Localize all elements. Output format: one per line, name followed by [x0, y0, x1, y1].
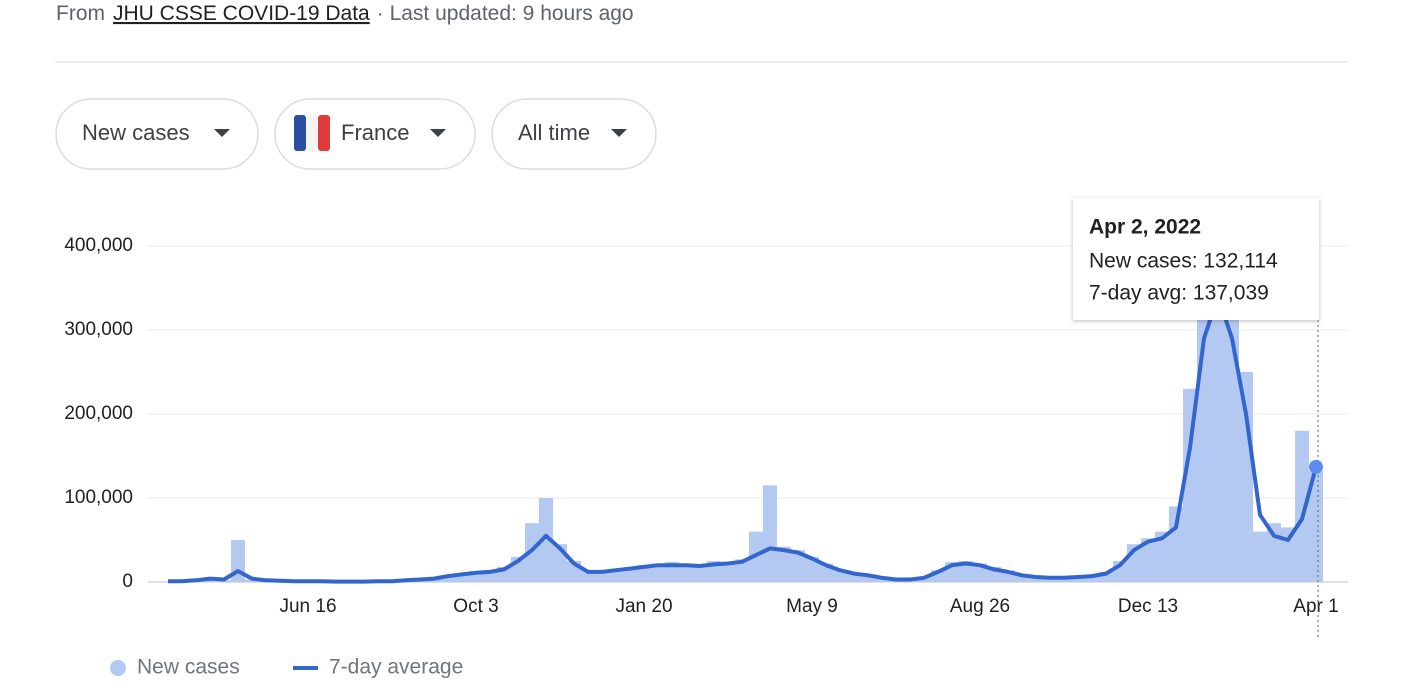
bar [763, 485, 777, 582]
bar [861, 574, 875, 582]
button-bg[interactable] [55, 98, 259, 170]
bar [581, 570, 595, 582]
y-tick-label: 300,000 [64, 319, 133, 340]
legend-label: 7-day average [329, 656, 463, 679]
bar [455, 573, 469, 582]
flag-blue [294, 115, 306, 151]
bar [1141, 538, 1155, 582]
bar [651, 563, 665, 582]
x-tick-label: Jun 16 [279, 596, 336, 617]
x-tick-label: Aug 26 [950, 596, 1010, 617]
x-tick-label: Oct 3 [453, 596, 498, 617]
bar [847, 572, 861, 582]
bar [1001, 570, 1015, 582]
legend-swatch [110, 660, 126, 676]
bar [595, 571, 609, 582]
y-tick-label: 100,000 [64, 487, 133, 508]
bar [1295, 430, 1309, 582]
bar [1253, 531, 1267, 582]
source-line: From JHU CSSE COVID-19 Data · Last updated… [56, 2, 634, 25]
x-tick-label: Dec 13 [1118, 596, 1178, 617]
tooltip-line: 7-day avg: 137,039 [1089, 282, 1269, 305]
bar [539, 498, 553, 582]
x-tick-label: Apr 1 [1293, 596, 1338, 617]
bar [1211, 279, 1225, 582]
bar [693, 565, 707, 582]
bar [1225, 313, 1239, 582]
flag-red [318, 115, 330, 151]
bar [679, 564, 693, 582]
hover-dot [1309, 459, 1323, 474]
button-label[interactable]: France [341, 120, 409, 145]
bar [637, 565, 651, 582]
bar [469, 571, 483, 582]
x-tick-label: May 9 [786, 596, 838, 617]
tooltip: Apr 2, 2022 New cases: 132,114 7-day avg… [1073, 198, 1319, 320]
caret [214, 129, 230, 137]
bar [483, 570, 497, 582]
y-tick-label: 0 [122, 571, 133, 592]
bar [1281, 527, 1295, 582]
tooltip-line: New cases: 132,114 [1089, 250, 1278, 273]
tooltip-title: Apr 2, 2022 [1089, 216, 1201, 239]
button-bg[interactable] [491, 98, 657, 170]
y-tick-label: 200,000 [64, 403, 133, 424]
bar [805, 556, 819, 582]
bar [1015, 574, 1029, 582]
country-dropdown[interactable]: France [274, 98, 476, 170]
bar [791, 550, 805, 582]
caret [430, 129, 446, 137]
bar [1029, 576, 1043, 582]
legend-label: New cases [137, 656, 240, 679]
bar [623, 567, 637, 582]
bar [959, 561, 973, 582]
y-tick-label: 400,000 [64, 235, 133, 256]
metric-dropdown[interactable]: New cases [55, 98, 259, 170]
bar [441, 575, 455, 582]
prefix: From [56, 2, 105, 25]
avg-line [168, 294, 1318, 584]
bar [721, 562, 735, 582]
bar [1085, 575, 1099, 582]
bar [1071, 576, 1085, 582]
bar [735, 559, 749, 582]
bar [245, 579, 259, 582]
caret [611, 129, 627, 137]
button-label[interactable]: New cases [82, 120, 190, 145]
flag-white [306, 115, 318, 151]
bar [1239, 372, 1253, 582]
bar [1099, 571, 1113, 582]
updated: · Last updated: 9 hours ago [377, 2, 634, 25]
tooltip-bg [1073, 198, 1319, 320]
bar [931, 570, 945, 582]
bar [1183, 388, 1197, 582]
bar [1169, 506, 1183, 582]
range-dropdown[interactable]: All time [491, 98, 657, 170]
button-label[interactable]: All time [518, 120, 590, 145]
bar [1155, 531, 1169, 582]
plot: 0 100,000 200,000 300,000 400,000 Jun 16 Oct 3… [64, 200, 1348, 679]
bar [1309, 471, 1323, 582]
x-tick-label: Jan 20 [615, 596, 672, 617]
bar [777, 546, 791, 582]
source-link[interactable]: JHU CSSE COVID-19 Data [113, 2, 370, 25]
